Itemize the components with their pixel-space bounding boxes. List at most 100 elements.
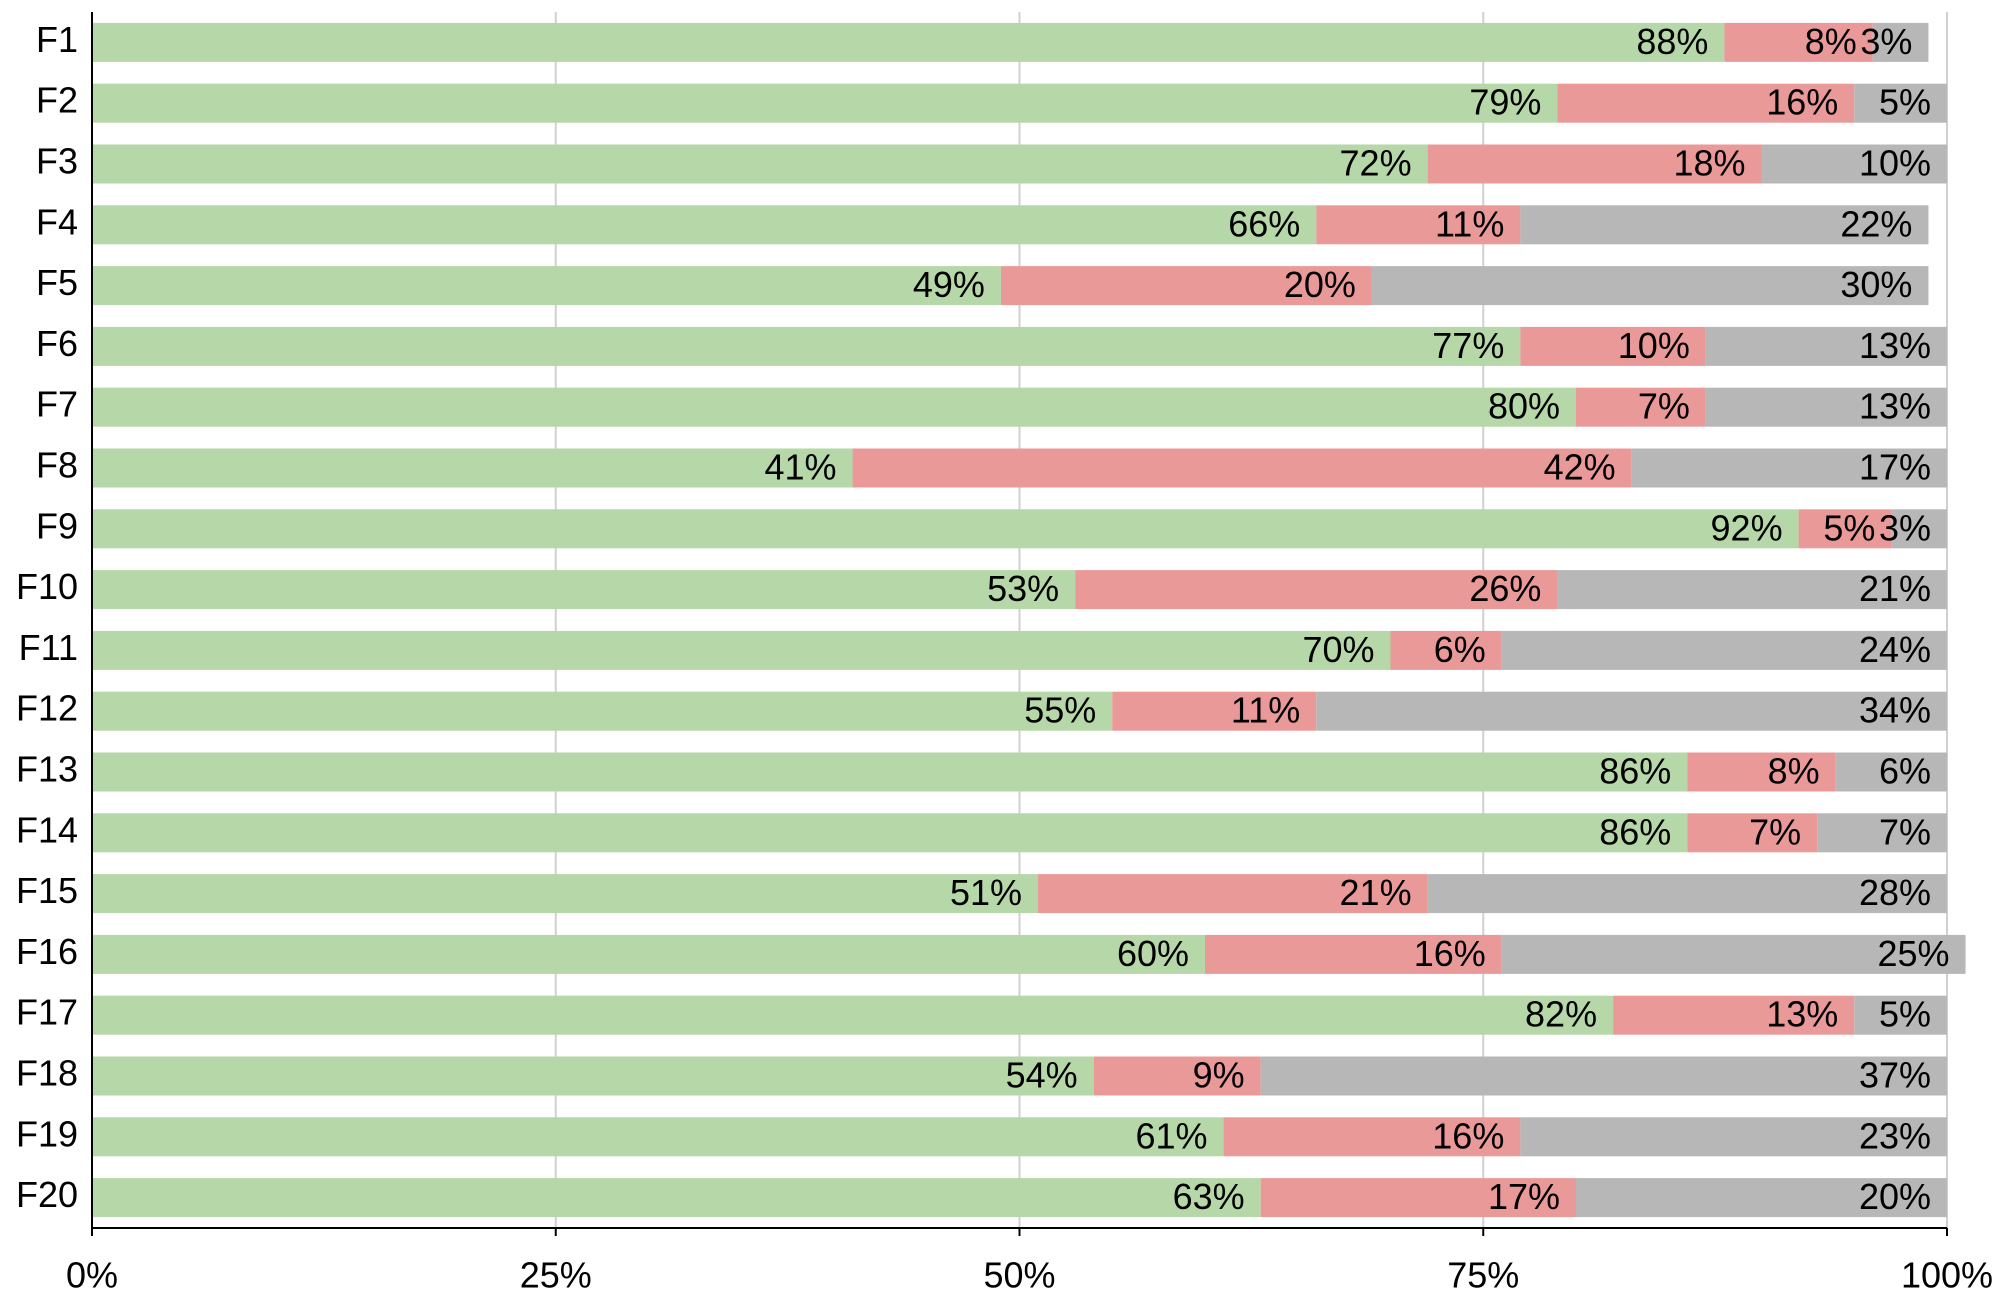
data-label: 3% [1860,21,1912,62]
y-tick-label: F3 [36,141,78,182]
y-tick-label: F4 [36,201,78,242]
bar-segment [1390,630,1502,670]
bar-segment [1205,934,1502,974]
bar-segment [92,752,1688,792]
bar-segment [1260,1056,1947,1096]
bar-segment [1501,934,1966,974]
y-tick-label: F11 [19,627,78,668]
bar-segment [1557,570,1947,610]
data-label: 7% [1749,811,1801,852]
data-label: 25% [1877,933,1949,974]
bar-segment [92,144,1428,184]
data-label: 49% [913,264,985,305]
bar-segment [1223,1117,1521,1157]
x-tick-label: 100% [1901,1255,1993,1292]
bar-segment [92,995,1614,1035]
data-label: 88% [1636,21,1708,62]
data-label: 23% [1859,1115,1931,1156]
bar-segment [1705,326,1947,366]
bar-segment [92,570,1076,610]
data-label: 10% [1618,325,1690,366]
y-tick-label: F16 [16,931,78,972]
bar-segment [92,934,1205,974]
data-label: 60% [1117,933,1189,974]
data-label: 17% [1488,1176,1560,1217]
data-label: 13% [1859,386,1931,427]
y-tick-label: F8 [36,445,78,486]
data-label: 61% [1135,1115,1207,1156]
data-label: 16% [1766,82,1838,123]
data-label: 8% [1768,751,1820,792]
data-label: 82% [1525,994,1597,1035]
x-tick-label: 50% [983,1255,1055,1292]
data-label: 7% [1879,811,1931,852]
bar-segment [92,1117,1224,1157]
data-label: 37% [1859,1055,1931,1096]
data-label: 22% [1840,203,1912,244]
y-tick-label: F1 [36,19,78,60]
bar-segment [92,326,1521,366]
bar-segment [92,874,1039,914]
y-tick-label: F19 [16,1113,78,1154]
y-tick-label: F5 [36,262,78,303]
data-label: 21% [1340,872,1412,913]
data-label: 51% [950,872,1022,913]
bar-segment [1557,83,1855,123]
y-tick-label: F12 [16,688,78,729]
y-tick-label: F17 [16,992,78,1033]
bar-segment [1427,144,1762,184]
bar-segment [1316,691,1947,731]
data-label: 42% [1544,447,1616,488]
bar-segment [92,509,1799,549]
data-label: 20% [1859,1176,1931,1217]
bar-segment [1520,205,1929,245]
y-tick-label: F15 [16,870,78,911]
bar-segment [1093,1056,1261,1096]
data-label: 86% [1599,751,1671,792]
data-label: 5% [1879,994,1931,1035]
data-label: 3% [1879,507,1931,548]
data-label: 9% [1193,1055,1245,1096]
data-label: 28% [1859,872,1931,913]
y-tick-label: F20 [16,1174,78,1215]
bar-segment [1501,630,1947,670]
bar-segment [852,448,1632,488]
bar-segment [1835,752,1947,792]
data-label: 11% [1435,203,1504,244]
bar-segment [92,83,1558,123]
data-label: 63% [1173,1176,1245,1217]
data-label: 16% [1432,1115,1504,1156]
y-tick-label: F6 [36,323,78,364]
y-tick-label: F10 [16,566,78,607]
bar-segment [92,691,1113,731]
data-label: 17% [1859,447,1931,488]
data-label: 30% [1840,264,1912,305]
data-label: 16% [1414,933,1486,974]
data-label: 21% [1859,568,1931,609]
data-label: 11% [1231,690,1300,731]
bar-segment [1854,83,1947,123]
data-label: 77% [1432,325,1504,366]
x-tick-label: 0% [66,1255,118,1292]
bar-segment [1872,22,1929,62]
data-label: 66% [1228,203,1300,244]
bar-segment [1576,387,1706,427]
data-label: 92% [1711,507,1783,548]
x-tick-label: 75% [1447,1255,1519,1292]
bar-segment [92,266,1001,306]
data-label: 5% [1879,82,1931,123]
bar-segment [1687,752,1836,792]
data-label: 24% [1859,629,1931,670]
data-label: 86% [1599,811,1671,852]
data-label: 8% [1805,21,1857,62]
bar-segment [1724,22,1873,62]
bar-segment [92,387,1576,427]
data-label: 26% [1469,568,1541,609]
data-label: 13% [1766,994,1838,1035]
bar-segment [1631,448,1947,488]
data-label: 72% [1340,143,1412,184]
data-label: 53% [987,568,1059,609]
y-tick-label: F2 [36,80,78,121]
data-label: 7% [1638,386,1690,427]
